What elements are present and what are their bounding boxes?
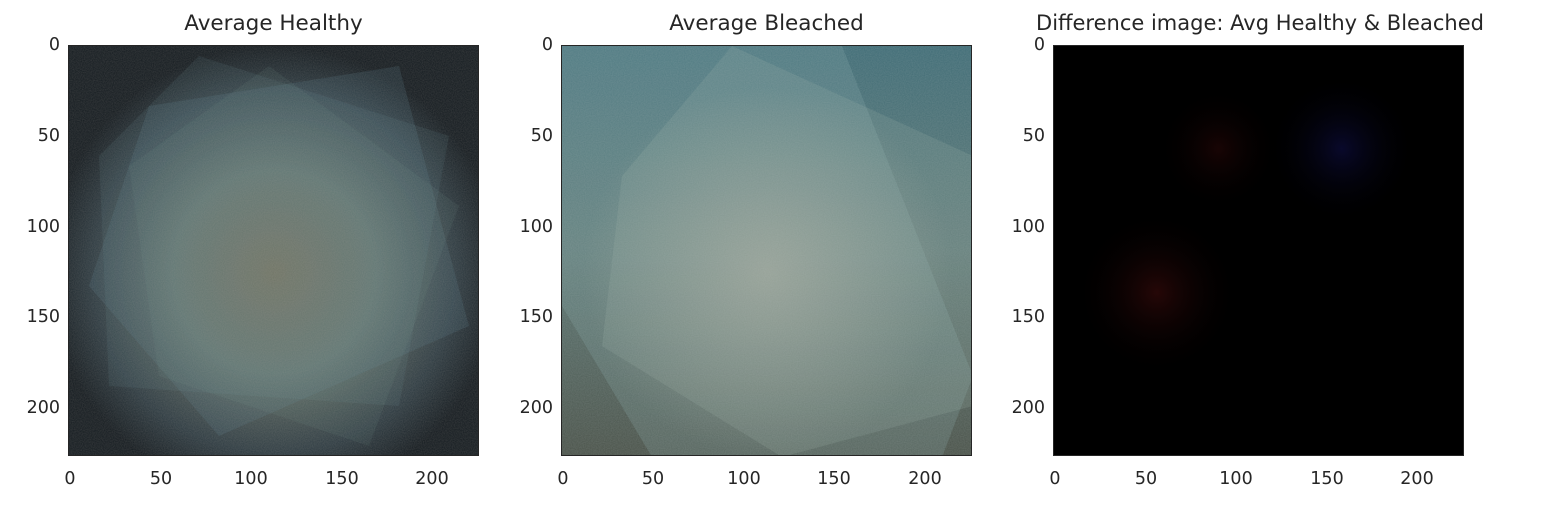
x-tick-label: 0: [557, 469, 569, 489]
x-tick-label: 150: [325, 469, 359, 489]
y-tick-label: 150: [26, 307, 60, 327]
chart-title: Average Bleached: [669, 11, 864, 36]
difference-heatmap-image: [1054, 46, 1463, 455]
x-tick-label: 50: [641, 469, 665, 489]
y-tick-label: 200: [1011, 398, 1045, 418]
x-tick-label: 100: [1219, 469, 1253, 489]
x-tick-label: 0: [64, 469, 76, 489]
y-tick-label: 50: [530, 126, 553, 146]
y-tick-label: 0: [541, 35, 553, 55]
x-tick-label: 100: [727, 469, 761, 489]
y-tick-label: 150: [1011, 307, 1045, 327]
y-tick-label: 100: [26, 217, 60, 237]
x-tick-label: 150: [1310, 469, 1344, 489]
bleached-heatmap-image: [562, 46, 971, 455]
y-tick-label: 200: [519, 398, 553, 418]
y-tick-label: 0: [48, 35, 60, 55]
y-tick-label: 0: [1033, 35, 1045, 55]
x-tick-label: 200: [908, 469, 942, 489]
chart-title: Difference image: Avg Healthy & Bleached: [1036, 11, 1484, 35]
chart-title: Average Healthy: [184, 11, 363, 36]
x-tick-label: 200: [415, 469, 449, 489]
image-plot-area: [68, 45, 479, 456]
image-plot-area: [1053, 45, 1464, 456]
x-tick-label: 50: [1134, 469, 1158, 489]
y-tick-label: 200: [26, 398, 60, 418]
x-tick-label: 50: [149, 469, 173, 489]
image-plot-area: [561, 45, 972, 456]
x-tick-label: 100: [234, 469, 268, 489]
y-tick-label: 50: [37, 126, 60, 146]
y-tick-label: 50: [1022, 126, 1045, 146]
x-tick-label: 150: [817, 469, 851, 489]
healthy-heatmap-image: [69, 46, 478, 455]
y-tick-label: 100: [1011, 217, 1045, 237]
x-tick-label: 200: [1400, 469, 1434, 489]
y-tick-label: 100: [519, 217, 553, 237]
y-tick-label: 150: [519, 307, 553, 327]
x-tick-label: 0: [1049, 469, 1061, 489]
